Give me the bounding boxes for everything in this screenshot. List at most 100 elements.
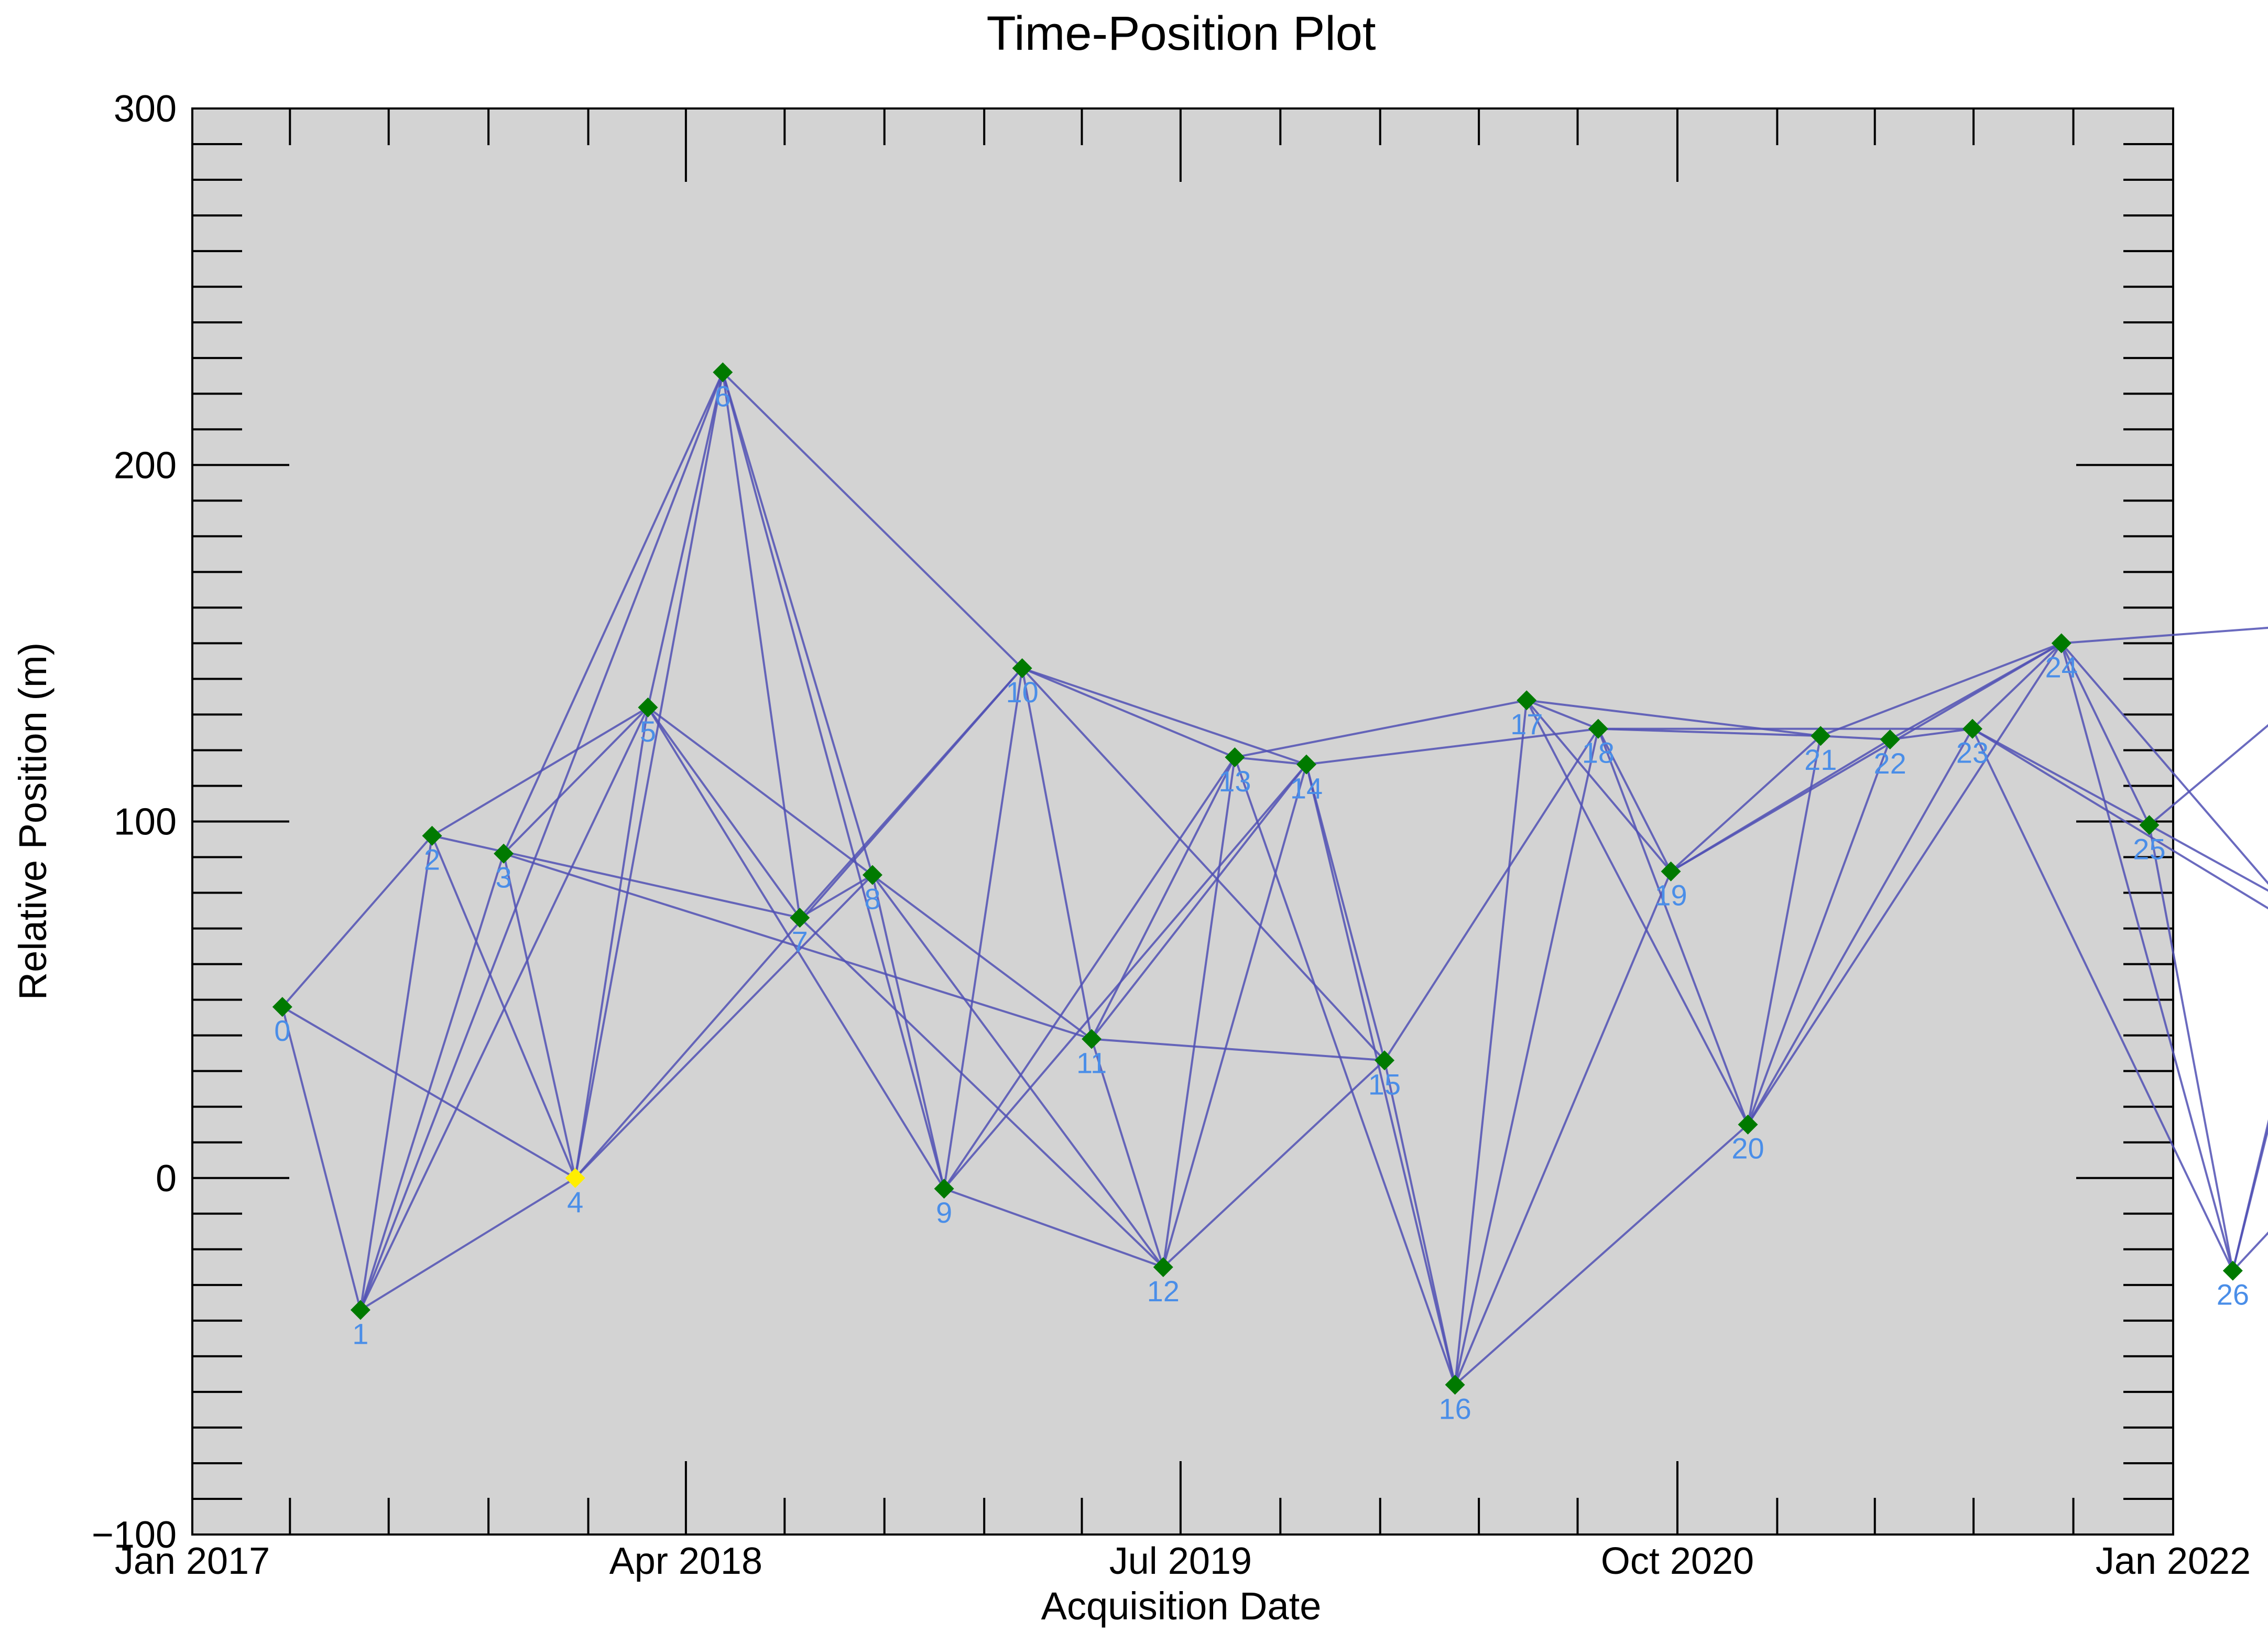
connection-line (431, 835, 576, 1179)
connection-line (359, 1177, 576, 1311)
connection-line (503, 372, 724, 854)
connection-line (1972, 727, 2150, 826)
y-tick-label: −100 (92, 1514, 177, 1556)
connection-line (722, 372, 874, 876)
connection-line (359, 835, 433, 1310)
point-label: 4 (567, 1185, 583, 1218)
connection-line (1525, 699, 1672, 873)
connection-line (2061, 626, 2268, 645)
data-marker (422, 825, 442, 846)
connection-line (359, 853, 505, 1311)
connection-line (1454, 728, 1599, 1385)
connection-line (722, 371, 1023, 669)
connection-line (943, 764, 1307, 1190)
connection-line (1971, 727, 2268, 910)
connection-line (432, 834, 800, 919)
connection-line (1597, 728, 1749, 1125)
point-label: 22 (1874, 747, 1906, 780)
connection-line (281, 1006, 362, 1310)
point-label: 12 (1147, 1275, 1180, 1308)
y-tick-label: 200 (114, 444, 177, 486)
point-label: 7 (792, 925, 808, 958)
data-marker (1082, 1029, 1102, 1049)
point-label: 11 (1076, 1046, 1107, 1079)
data-marker (1296, 754, 1316, 775)
connection-line (1162, 764, 1307, 1268)
y-tick-label: 0 (156, 1158, 177, 1200)
connection-line (1306, 727, 1599, 766)
data-marker (272, 997, 292, 1017)
connection-line (1091, 764, 1307, 1040)
connection-line (1670, 642, 2062, 873)
connection-line (647, 706, 945, 1190)
y-tick-label: 300 (114, 88, 177, 130)
connection-line (1526, 699, 1599, 730)
connection-line (1889, 642, 2062, 741)
point-label: 25 (2133, 832, 2165, 865)
connection-line (574, 874, 874, 1179)
data-marker (1445, 1375, 1465, 1395)
connection-line (1091, 1038, 1385, 1062)
connection-line (1383, 1060, 1456, 1385)
point-label: 13 (1218, 765, 1251, 798)
data-marker (2051, 633, 2071, 654)
y-tick-label: 100 (114, 801, 177, 843)
connection-line (574, 372, 724, 1179)
point-label: 19 (1654, 879, 1687, 912)
x-tick-label: Jul 2019 (1109, 1540, 1252, 1582)
connection-line (1747, 728, 1973, 1125)
connection-line (2232, 1231, 2268, 1271)
connection-line (1235, 756, 1307, 766)
point-label: 9 (936, 1196, 952, 1229)
data-markers (272, 362, 2243, 1395)
connection-line (2148, 824, 2234, 1271)
point-label: 26 (2217, 1278, 2249, 1311)
connection-line (503, 853, 576, 1179)
connection-line (1305, 764, 1386, 1061)
x-tick-label: Apr 2018 (609, 1540, 762, 1582)
data-marker (494, 843, 514, 864)
data-marker (934, 1179, 954, 1199)
connection-line (799, 667, 1023, 919)
point-label: 5 (640, 715, 656, 748)
connection-line (2060, 643, 2234, 1271)
x-tick-label: Oct 2020 (1601, 1540, 1754, 1582)
connection-line (1021, 667, 1236, 758)
connection-lines (281, 371, 2268, 1386)
connection-line (1454, 1124, 1749, 1386)
point-label: 8 (864, 883, 880, 916)
connection-line (1525, 700, 1749, 1125)
plot-area (191, 107, 2174, 1536)
data-marker (1588, 719, 1608, 739)
connection-line (943, 668, 1023, 1189)
connection-line (871, 874, 1164, 1268)
chart-title: Time-Position Plot (986, 7, 1376, 60)
connection-line (1747, 643, 2063, 1125)
connection-line (1747, 735, 1822, 1125)
point-label: 20 (1731, 1132, 1764, 1165)
connection-line (647, 706, 801, 919)
connection-line (2149, 824, 2268, 892)
point-label: 16 (1438, 1392, 1471, 1425)
data-marker (1517, 690, 1537, 711)
data-marker (1225, 747, 1245, 768)
connection-line (2149, 724, 2268, 826)
data-marker (713, 362, 733, 383)
point-label: 15 (1368, 1068, 1401, 1101)
connection-line (1971, 642, 2063, 730)
connection-line (943, 756, 1236, 1190)
connection-line (943, 1188, 1164, 1268)
data-marker (1738, 1114, 1758, 1135)
axis-ticks (191, 107, 2174, 1536)
y-axis-label: Relative Position (m) (11, 643, 54, 1000)
x-tick-label: Jan 2017 (115, 1540, 270, 1582)
connection-line (1091, 757, 1236, 1040)
point-label: 0 (274, 1014, 290, 1047)
connection-line (1305, 764, 1456, 1385)
connection-line (1670, 735, 1822, 873)
point-label: 6 (715, 379, 731, 412)
connection-line (1597, 728, 1672, 872)
point-label: 18 (1582, 736, 1615, 769)
